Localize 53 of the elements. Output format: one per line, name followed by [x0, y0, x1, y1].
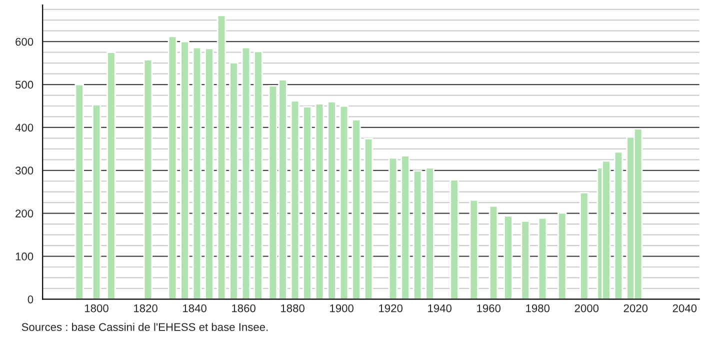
x-tick-label: 1960: [477, 304, 501, 312]
bar: [241, 46, 251, 300]
bar: [106, 52, 116, 300]
y-tick-label: 400: [15, 124, 34, 132]
x-tick-label: 1800: [85, 304, 108, 312]
x-tick-label: 1860: [232, 304, 256, 312]
bar: [143, 58, 153, 300]
x-tick-label: 1920: [379, 304, 403, 312]
bar: [290, 100, 300, 300]
x-tick-label: 2000: [574, 304, 599, 312]
y-tick-label: 0: [28, 295, 34, 304]
bar: [339, 105, 349, 300]
x-tick-label: 1980: [526, 304, 550, 312]
bar: [92, 104, 102, 300]
x-tick-label: 1840: [183, 304, 206, 312]
bar: [538, 217, 548, 300]
bar: [614, 151, 624, 300]
bar: [74, 84, 84, 300]
x-tick-label: 1880: [281, 304, 304, 312]
bar: [254, 50, 263, 300]
x-tick-label: 2020: [624, 304, 648, 312]
bar: [327, 101, 336, 300]
bar: [352, 119, 361, 300]
bar: [469, 199, 479, 300]
bar: [400, 155, 410, 300]
bar: [520, 220, 530, 300]
bar: [388, 157, 398, 300]
source-note: Sources : base Cassini de l'EHESS et base Insee.: [22, 322, 268, 332]
bar: [425, 167, 434, 300]
y-tick-label: 100: [16, 252, 34, 260]
bar: [580, 192, 589, 300]
bar: [302, 106, 312, 300]
bar: [488, 205, 498, 300]
bar: [192, 46, 202, 300]
y-tick-label: 200: [16, 210, 34, 218]
bar: [180, 40, 190, 300]
x-tick-label: 1940: [428, 304, 452, 312]
bar: [216, 14, 226, 300]
bar: [229, 62, 238, 300]
x-tick-label: 2040: [672, 304, 697, 312]
y-tick-label: 300: [15, 166, 34, 175]
bar: [364, 138, 374, 300]
y-tick-label: 600: [16, 38, 34, 46]
bar: [204, 48, 214, 300]
bar: [314, 103, 324, 300]
x-tick-label: 1820: [134, 304, 158, 312]
y-tick-label: 500: [15, 80, 34, 89]
x-tick-label: 1900: [330, 304, 354, 312]
bar: [168, 36, 178, 300]
bar: [504, 215, 513, 300]
bar: [412, 170, 422, 300]
bar: [450, 179, 459, 300]
bar: [558, 212, 567, 300]
